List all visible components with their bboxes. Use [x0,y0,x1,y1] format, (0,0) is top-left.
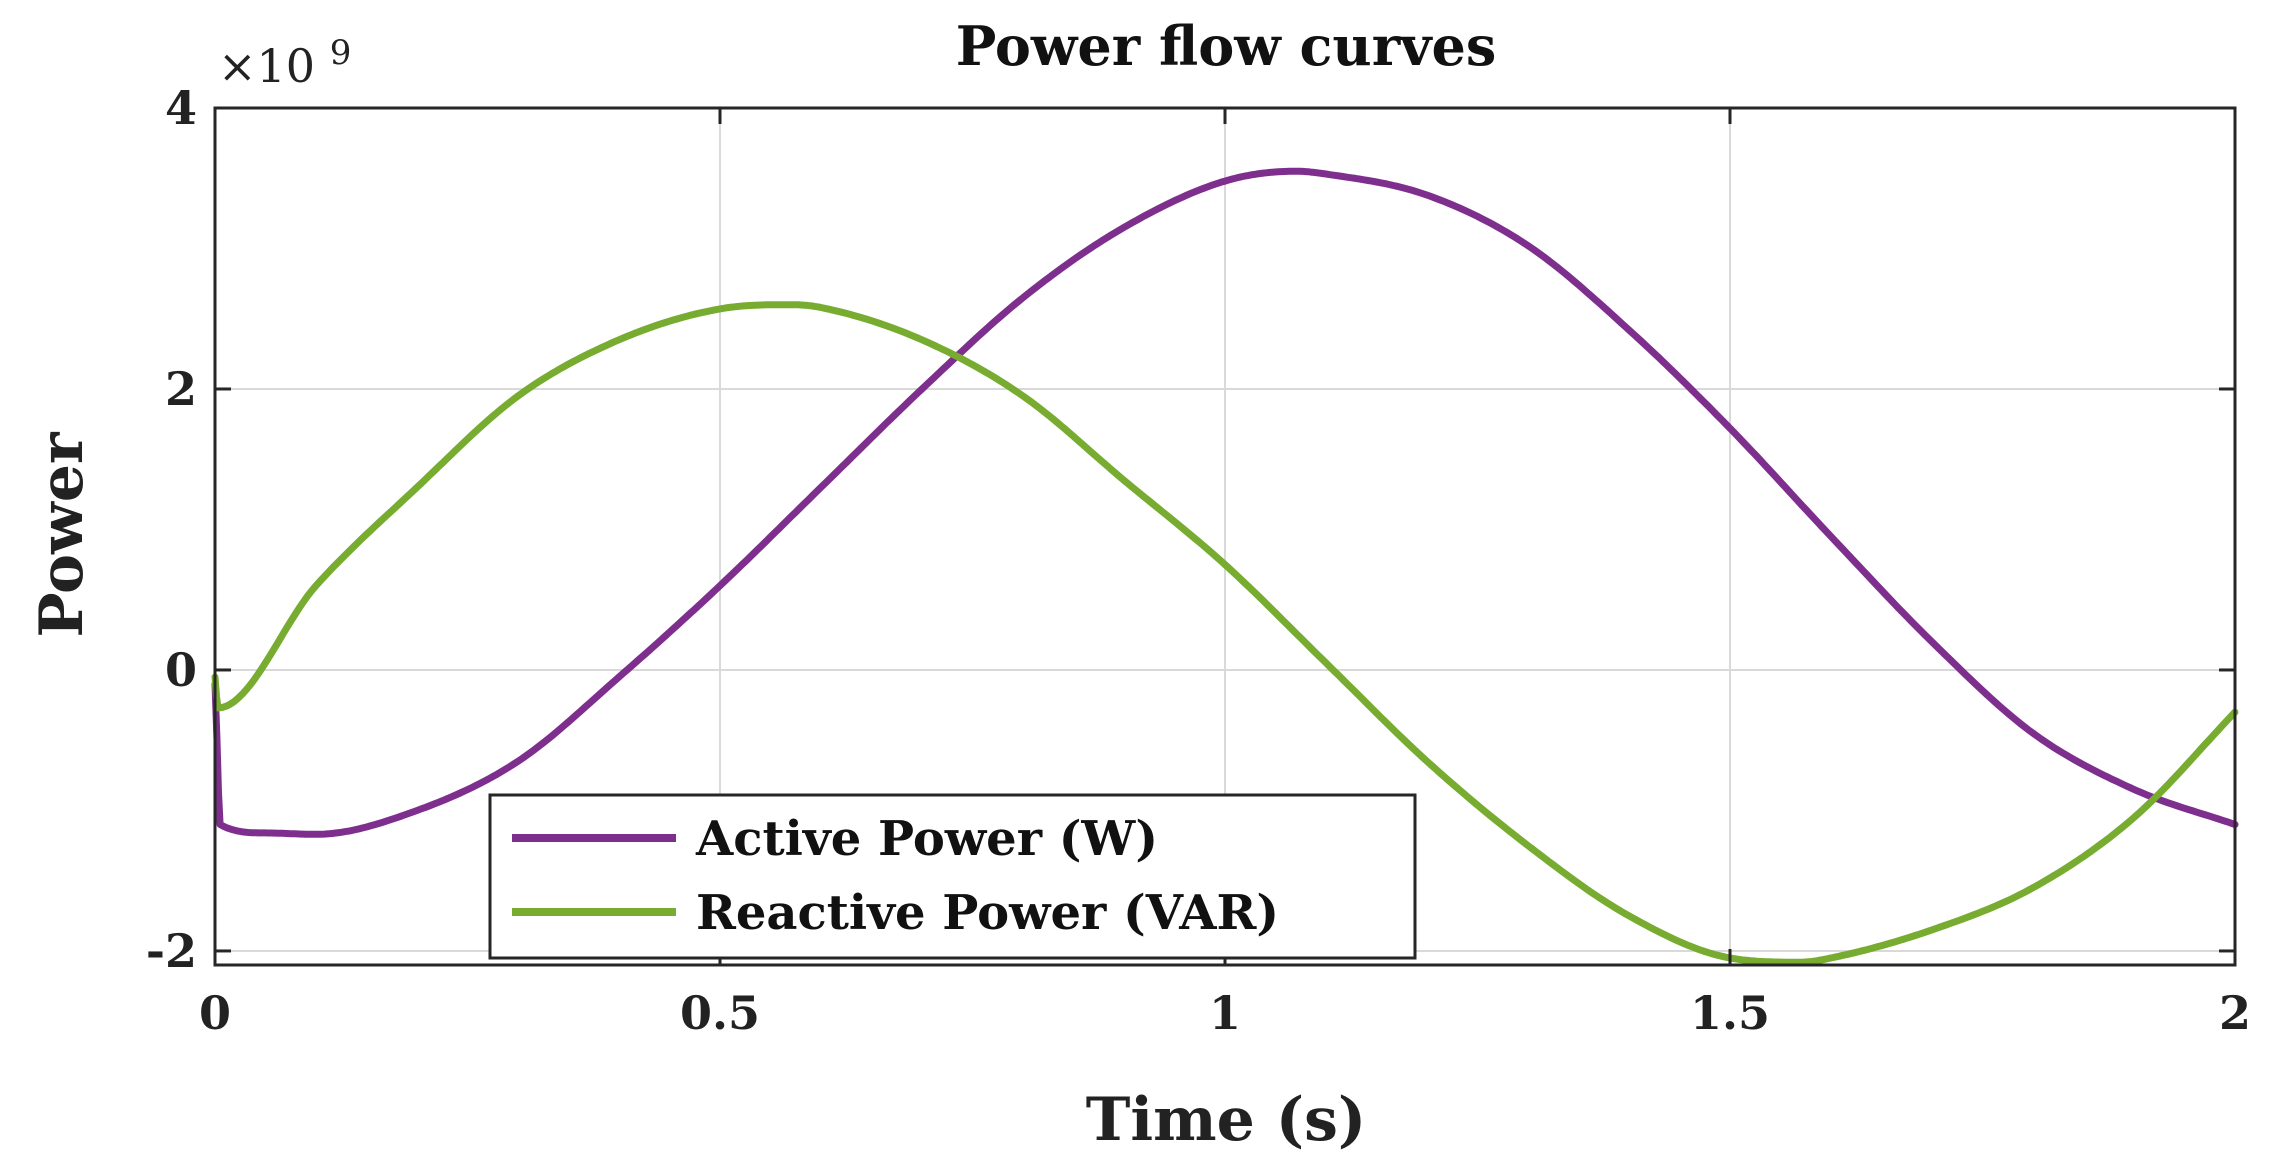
y-axis-label: Power [27,431,97,637]
legend-label-active: Active Power (W) [695,811,1158,867]
series-layer [211,167,2239,966]
y-exponent-base: ×10 [218,39,315,93]
x-tick-label: 0 [199,986,231,1040]
legend-box [488,793,1417,960]
legend-label-reactive: Reactive Power (VAR) [696,885,1279,941]
y-tick-label: 0 [165,643,197,697]
x-tick-label: 1.5 [1690,986,1770,1040]
y-axis-ticks: -2 0 2 4 [146,81,2235,978]
y-exponent-label: ×10 9 [218,33,351,93]
legend: Active Power (W) Reactive Power (VAR) [488,793,1417,960]
x-tick-label: 1 [1209,986,1241,1040]
x-tick-label: 0.5 [680,986,760,1040]
y-exponent-power: 9 [330,33,352,73]
chart-title: Power flow curves [956,14,1497,78]
series-line-reactive-power [211,301,2239,966]
x-axis-label: Time (s) [1086,1085,1367,1155]
svg-text:×10 9: ×10 9 [218,33,351,93]
series-line-active-power [211,167,2239,838]
y-tick-label: 2 [165,362,197,416]
y-tick-label: 4 [165,81,197,135]
x-tick-label: 2 [2219,986,2251,1040]
y-tick-label: -2 [146,924,197,978]
